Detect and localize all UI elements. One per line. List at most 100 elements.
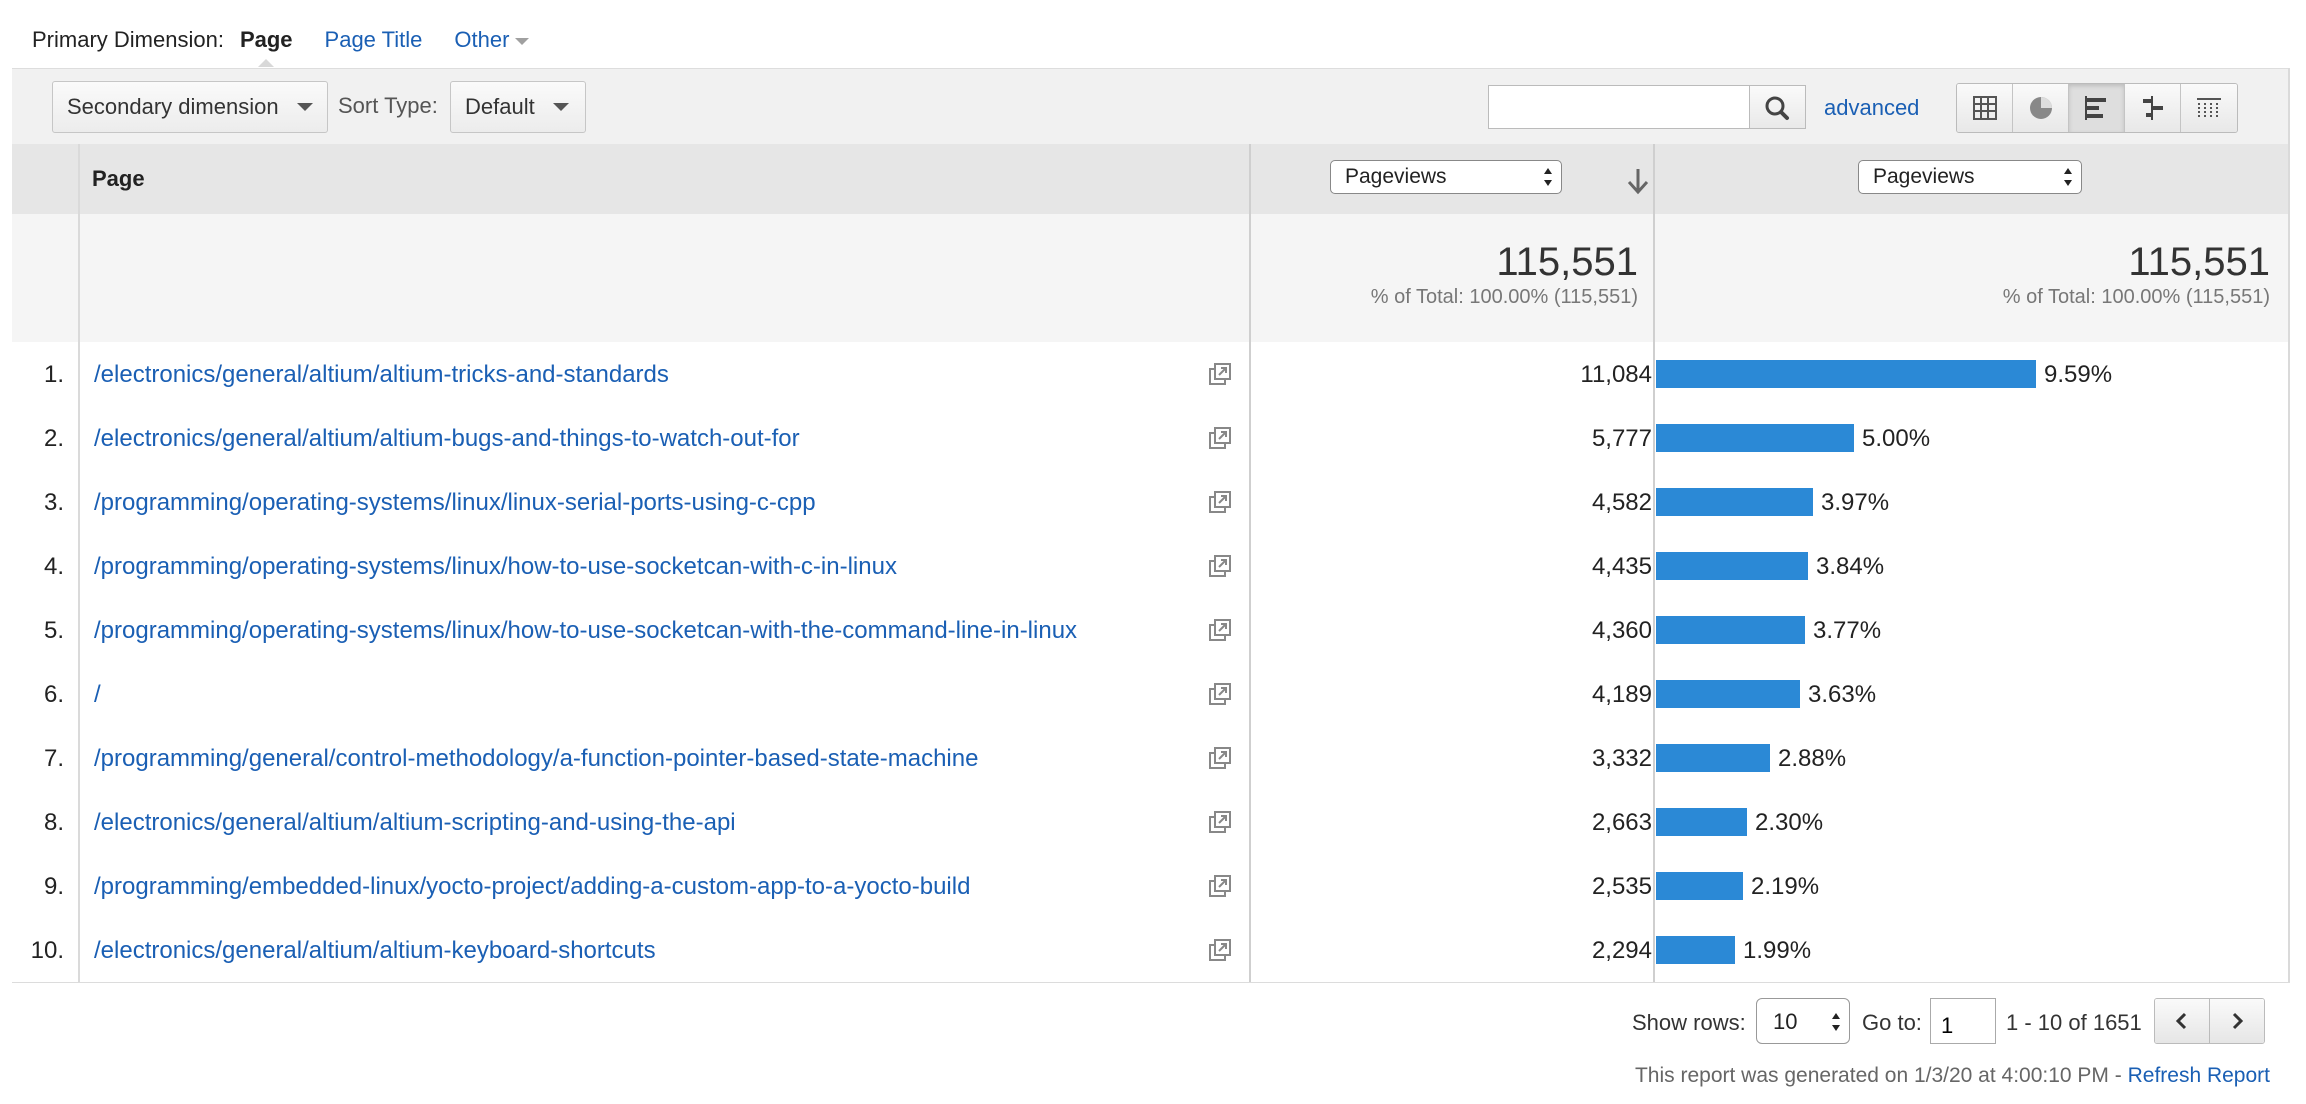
pageviews-bar [1656, 744, 1770, 772]
pageviews-percent: 1.99% [1743, 937, 1812, 964]
report-toolbar: Secondary dimension Sort Type: Default a… [12, 68, 2290, 145]
pivot-view-button[interactable] [2181, 84, 2237, 132]
total-pageviews-2: 115,551 [2128, 240, 2270, 284]
pageviews-value: 4,435 [1591, 553, 1652, 580]
refresh-report-link[interactable]: Refresh Report [2127, 1064, 2270, 1087]
metric-select-1-value: Pageviews [1345, 165, 1447, 188]
primary-dimension-other[interactable]: Other [454, 27, 530, 53]
page-link[interactable]: /programming/general/control-methodology… [94, 745, 979, 772]
pageviews-bar [1656, 680, 1800, 708]
pie-view-button[interactable] [2013, 84, 2069, 132]
sort-type-label: Sort Type: [338, 93, 438, 118]
previous-page-button[interactable] [2155, 999, 2210, 1043]
search-icon [1765, 96, 1789, 120]
open-external-icon[interactable] [1208, 490, 1232, 514]
row-index: 1. [43, 361, 64, 388]
open-external-icon[interactable] [1208, 874, 1232, 898]
total-pageviews-1: 115,551 [1496, 240, 1638, 284]
chevron-left-icon [2175, 1012, 2187, 1030]
sort-type-value: Default [465, 94, 535, 119]
table-row: 7. /programming/general/control-methodolo… [12, 726, 2290, 791]
sort-descending-icon[interactable] [1624, 166, 1652, 196]
row-index: 8. [43, 809, 64, 836]
row-index: 2. [43, 425, 64, 452]
search-input[interactable] [1488, 85, 1750, 129]
pageviews-percent: 3.77% [1813, 617, 1882, 644]
bar-view-icon [2084, 96, 2106, 120]
open-external-icon[interactable] [1208, 426, 1232, 450]
page-link[interactable]: / [94, 681, 101, 708]
table-header: Page Pageviews Pageviews [12, 144, 2290, 214]
updown-arrows-icon [1832, 1013, 1840, 1031]
pageviews-bar [1656, 936, 1735, 964]
table-row: 3. /programming/operating-systems/linux/l… [12, 470, 2290, 535]
pageviews-percent: 2.19% [1751, 873, 1820, 900]
next-page-button[interactable] [2210, 999, 2264, 1043]
page-link[interactable]: /programming/operating-systems/linux/lin… [94, 489, 816, 516]
metric-select-1[interactable]: Pageviews [1330, 160, 1562, 194]
caret-down-icon [552, 103, 569, 111]
pageviews-bar [1656, 360, 2036, 388]
open-external-icon[interactable] [1208, 554, 1232, 578]
updown-arrows-icon [1544, 168, 1552, 186]
open-external-icon[interactable] [1208, 618, 1232, 642]
open-external-icon[interactable] [1208, 746, 1232, 770]
metric-select-2[interactable]: Pageviews [1858, 160, 2082, 194]
column-header-page[interactable]: Page [92, 166, 145, 191]
row-index: 10. [30, 937, 64, 964]
pageviews-value: 11,084 [1580, 361, 1652, 388]
page-link[interactable]: /programming/operating-systems/linux/how… [94, 553, 897, 580]
row-index: 9. [43, 873, 64, 900]
page-link[interactable]: /electronics/general/altium/altium-trick… [94, 361, 669, 388]
page-link[interactable]: /electronics/general/altium/altium-keybo… [94, 937, 656, 964]
show-rows-label: Show rows: [1632, 1010, 1746, 1035]
pageviews-value: 4,360 [1591, 617, 1652, 644]
page-link[interactable]: /electronics/general/altium/altium-bugs-… [94, 425, 800, 452]
secondary-dimension-label: Secondary dimension [67, 94, 279, 119]
pie-view-icon [2029, 97, 2052, 119]
pageviews-percent: 2.30% [1755, 809, 1824, 836]
sort-type-select[interactable]: Default [450, 81, 586, 133]
goto-label: Go to: [1862, 1010, 1922, 1035]
updown-arrows-icon [2064, 168, 2072, 186]
comparison-view-button[interactable] [2125, 84, 2181, 132]
page-link[interactable]: /electronics/general/altium/altium-scrip… [94, 809, 736, 836]
bar-view-button[interactable] [2069, 84, 2125, 132]
column-divider [1249, 144, 1251, 982]
pageviews-bar [1656, 424, 1854, 452]
primary-dimension-other-label: Other [454, 27, 510, 52]
pageviews-bar [1656, 616, 1805, 644]
caret-down-icon [515, 37, 530, 45]
pageviews-bar [1656, 808, 1747, 836]
page-link[interactable]: /programming/operating-systems/linux/how… [94, 617, 1078, 644]
secondary-dimension-button[interactable]: Secondary dimension [52, 81, 328, 133]
metric-select-2-value: Pageviews [1873, 165, 1975, 188]
search-button[interactable] [1750, 85, 1806, 129]
primary-dimension-current[interactable]: Page [239, 27, 293, 52]
pageviews-percent: 9.59% [2044, 361, 2113, 388]
open-external-icon[interactable] [1208, 682, 1232, 706]
pageviews-value: 2,663 [1591, 809, 1652, 836]
pageviews-value: 2,294 [1591, 937, 1652, 964]
table-row: 2. /electronics/general/altium/altium-bug… [12, 406, 2290, 471]
column-divider [78, 144, 80, 982]
primary-dimension-page-title[interactable]: Page Title [324, 27, 423, 52]
open-external-icon[interactable] [1208, 362, 1232, 386]
show-rows-select[interactable]: 10 [1756, 998, 1850, 1044]
primary-dimension-label: Primary Dimension: [32, 27, 224, 52]
show-rows-value: 10 [1773, 1009, 1798, 1034]
caret-down-icon [296, 103, 313, 111]
pivot-view-icon [2197, 98, 2221, 119]
page-link[interactable]: /programming/embedded-linux/yocto-projec… [94, 873, 971, 900]
pagination-range: 1 - 10 of 1651 [2006, 1010, 2142, 1035]
open-external-icon[interactable] [1208, 938, 1232, 962]
table-row: 5. /programming/operating-systems/linux/h… [12, 598, 2290, 663]
goto-page-input[interactable] [1930, 998, 1996, 1044]
advanced-search-link[interactable]: advanced [1824, 95, 1920, 120]
table-row: 1. /electronics/general/altium/altium-tri… [12, 342, 2290, 407]
grid-view-button[interactable] [1957, 84, 2013, 132]
pageviews-bar [1656, 872, 1743, 900]
open-external-icon[interactable] [1208, 810, 1232, 834]
generated-text: This report was generated on 1/3/20 at 4… [1634, 1064, 2128, 1087]
